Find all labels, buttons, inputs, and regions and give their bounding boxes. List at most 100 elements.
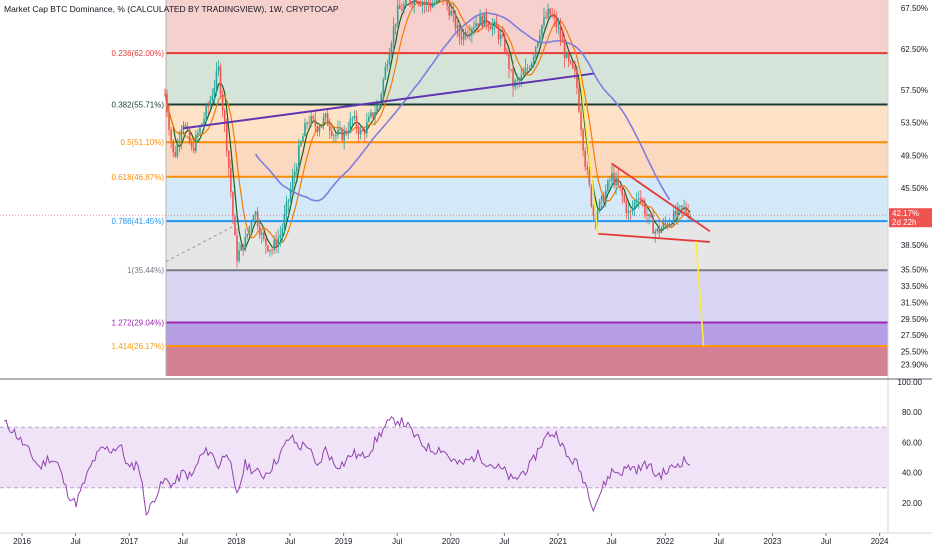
candle-body — [384, 67, 387, 80]
candle-body — [339, 129, 341, 130]
candle-body — [524, 68, 527, 74]
candle-body — [569, 60, 572, 63]
candle-body — [613, 172, 615, 186]
candle-body — [190, 142, 193, 148]
rsi-tick-label: 40.00 — [902, 469, 923, 478]
candle-body — [421, 3, 424, 6]
candle-body — [341, 129, 343, 141]
candle-body — [619, 185, 621, 189]
candle-body — [230, 167, 232, 193]
candle-body — [458, 25, 461, 38]
candle-body — [621, 188, 624, 196]
candle-body — [584, 150, 586, 167]
candle-body — [487, 24, 490, 28]
candle-body — [188, 129, 191, 143]
fib-band — [166, 221, 888, 271]
candle-body — [372, 112, 374, 118]
candle-body — [456, 25, 459, 29]
candle-body — [549, 8, 551, 15]
candle-body — [677, 206, 679, 216]
time-tick-label: Jul — [714, 537, 724, 546]
time-tick-label: Jul — [178, 537, 188, 546]
candle-body — [615, 178, 617, 186]
candle-body — [450, 10, 453, 16]
candle-body — [553, 16, 556, 19]
candle-body — [168, 112, 170, 130]
candle-body — [545, 17, 547, 18]
candle-body — [493, 21, 496, 26]
candle-body — [281, 228, 284, 235]
candle-body — [611, 172, 613, 181]
candle-body — [363, 131, 366, 134]
candle-body — [401, 8, 403, 11]
fib-band — [166, 346, 888, 376]
last-price-value: 42.17% — [892, 209, 919, 218]
time-tick-label: Jul — [285, 537, 295, 546]
candle-body — [304, 122, 306, 137]
candle-body — [197, 132, 199, 135]
candle-body — [330, 130, 333, 136]
candle-body — [310, 116, 312, 124]
candle-body — [436, 0, 438, 3]
candle-body — [347, 130, 350, 134]
candle-body — [452, 10, 455, 14]
candle-body — [232, 192, 234, 217]
candle-body — [199, 126, 201, 133]
candle-body — [240, 244, 242, 251]
candle-body — [349, 118, 352, 131]
candle-body — [357, 127, 360, 135]
candle-body — [252, 215, 255, 223]
candle-body — [660, 228, 663, 233]
candle-body — [192, 147, 195, 152]
fib-level-label: 0.236(62.00%) — [112, 49, 165, 58]
candle-body — [207, 105, 209, 107]
yellow-projection-2 — [695, 241, 705, 347]
candle-body — [417, 2, 420, 4]
candle-body — [454, 13, 457, 29]
candle-body — [526, 68, 529, 69]
candle-body — [572, 62, 574, 69]
candle-body — [293, 171, 296, 177]
candle-body — [504, 35, 506, 52]
candle-body — [184, 125, 187, 127]
candle-body — [559, 26, 562, 39]
candle-body — [623, 195, 626, 202]
candle-body — [172, 140, 174, 153]
candle-body — [285, 201, 288, 214]
candle-body — [580, 111, 582, 130]
candle-body — [578, 87, 580, 112]
candle-body — [555, 18, 558, 28]
candle-body — [419, 3, 422, 6]
candle-body — [442, 0, 444, 1]
time-tick-label: Jul — [606, 537, 616, 546]
candle-body — [557, 26, 560, 28]
candle-body — [425, 1, 428, 5]
candle-body — [275, 240, 277, 247]
time-tick-label: 2019 — [335, 537, 353, 546]
time-tick-label: 2021 — [549, 537, 567, 546]
candle-body — [479, 15, 481, 26]
candle-body — [446, 0, 448, 6]
candle-body — [180, 129, 183, 141]
candle-body — [300, 141, 302, 146]
price-tick-label: 38.50% — [901, 241, 928, 250]
rsi-tick-label: 100.00 — [898, 378, 923, 387]
candle-body — [351, 117, 354, 119]
candle-body — [306, 122, 308, 124]
candle-body — [423, 3, 426, 5]
candle-body — [662, 222, 665, 229]
candle-body — [398, 5, 401, 9]
red-trendline-lower — [597, 232, 710, 243]
candle-body — [211, 95, 214, 101]
fib-band — [166, 176, 888, 222]
price-tick-label: 45.50% — [901, 184, 928, 193]
time-tick-label: 2023 — [764, 537, 782, 546]
candle-body — [337, 129, 339, 135]
candle-body — [322, 117, 325, 125]
candle-body — [642, 199, 644, 203]
candle-body — [497, 28, 500, 40]
candle-body — [631, 208, 634, 212]
moving-averages — [164, 0, 691, 250]
time-tick-label: 2022 — [656, 537, 674, 546]
fib-bands — [166, 0, 888, 376]
